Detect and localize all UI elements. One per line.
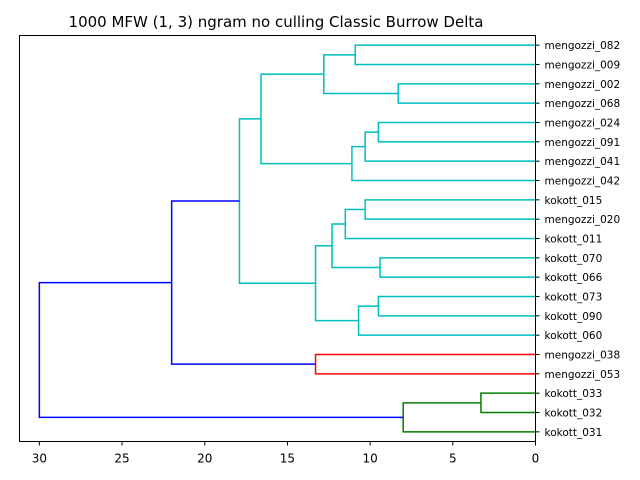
leaf-label: kokott_032 [545,408,603,420]
dendrogram-link [379,257,536,278]
x-tick-label: 30 [32,452,47,466]
x-tick-label: 5 [449,452,457,466]
leaf-label: mengozzi_038 [545,350,621,362]
leaf-label: kokott_031 [545,427,603,439]
leaf-label: mengozzi_091 [545,137,621,149]
leaf-label: mengozzi_024 [545,118,621,130]
leaf-label: kokott_011 [545,234,603,246]
leaf-label: kokott_090 [545,311,603,323]
dendrogram-link [170,200,316,365]
x-tick-label: 15 [280,452,295,466]
dendrogram-link [331,223,381,269]
dendrogram-link [38,281,404,419]
leaf-label: kokott_066 [545,272,603,284]
leaf-label: mengozzi_020 [545,214,621,226]
leaf-label: mengozzi_042 [545,176,621,188]
dendrogram-link [344,208,536,240]
dendrogram-link [480,392,536,414]
dendrogram-links [38,44,536,433]
leaf-label: kokott_015 [545,195,603,207]
x-axis: 30 25 20 15 10 5 0 [32,441,540,466]
dendrogram-link [397,83,536,104]
leaf-label: kokott_033 [545,388,603,400]
x-tick-label: 25 [114,452,129,466]
leaf-label: kokott_060 [545,330,603,342]
dendrogram-link [364,131,536,162]
leaf-label: mengozzi_002 [545,79,621,91]
dendrogram-link [314,245,359,322]
leaf-label: kokott_073 [545,292,603,304]
dendrogram-link [357,305,536,336]
leaf-label: mengozzi_009 [545,60,621,72]
leaf-label: mengozzi_053 [545,369,621,381]
dendrogram-link [364,199,536,220]
x-tick-label: 10 [362,452,377,466]
leaf-labels: mengozzi_082 mengozzi_009 mengozzi_002meng… [535,40,621,439]
x-tick-label: 20 [197,452,212,466]
dendrogram-link [238,118,316,284]
dendrogram-link [377,295,536,317]
dendrogram-link [354,44,536,66]
leaf-label: kokott_070 [545,253,603,265]
leaf-label: mengozzi_041 [545,156,621,168]
dendrogram-link [260,73,352,165]
x-tick-label: 0 [532,452,540,466]
leaf-label: mengozzi_082 [545,40,621,52]
chart-title: 1000 MFW (1, 3) ngram no culling Classic… [69,13,484,31]
dendrogram-link [351,145,536,182]
dendrogram-link [402,402,536,433]
dendrogram-link [323,54,399,95]
dendrogram-link [314,353,536,375]
leaf-label: mengozzi_068 [545,98,621,110]
dendrogram-link [377,121,536,143]
